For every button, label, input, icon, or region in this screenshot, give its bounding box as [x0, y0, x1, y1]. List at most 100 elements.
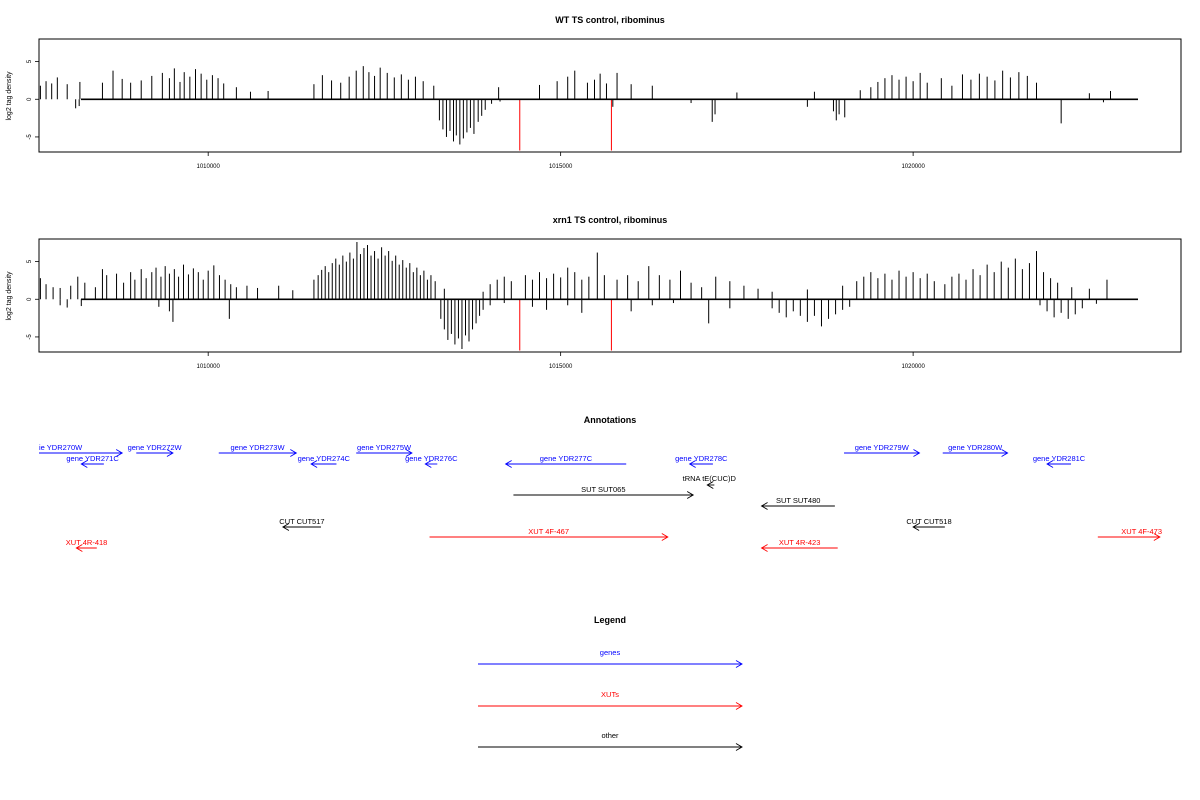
wt-track-title: WT TS control, ribominus [555, 15, 665, 25]
annotation-feature: gene YDR281C [1033, 454, 1086, 468]
annotation-feature: gene YDR272W [128, 443, 183, 457]
y-tick-label: 0 [27, 97, 33, 101]
wt-bars [39, 66, 1138, 151]
legend-label: genes [600, 648, 621, 657]
annotation-feature: XUT 4R-423 [760, 538, 838, 552]
annotation-feature: gene YDR276C [405, 454, 458, 468]
wt-y-axis-label: log2 tag density [6, 71, 13, 121]
annotation-features: ie YDR270W gene YDR271C gene YDR272W gene Y… [39, 443, 1162, 552]
wt-track-panel: WT TS control, ribominus log2 tag densit… [6, 15, 1182, 170]
annotation-feature: gene YDR278C [675, 454, 728, 468]
annotation-feature: gene YDR273W [218, 443, 298, 457]
annotation-feature-arrowhead [166, 449, 174, 457]
xrn1-y-axis-label: log2 tag density [6, 271, 13, 321]
annotation-feature-arrowhead [1001, 449, 1009, 457]
wt-axes: -5 0 5 1010000 1015000 1020000 [27, 59, 925, 170]
annotations-panel: Annotations ie YDR270W gene YDR271C gene Y… [39, 415, 1162, 552]
annotation-feature-arrowhead [1046, 460, 1054, 468]
y-tick-label: 5 [27, 259, 33, 263]
legend-label: other [601, 731, 619, 740]
annotation-label: CUT CUT518 [906, 517, 951, 526]
x-tick-label: 1015000 [549, 364, 573, 370]
annotation-label: SUT SUT480 [776, 496, 820, 505]
annotation-feature-arrowhead [310, 460, 318, 468]
annotation-label: gene YDR272W [128, 443, 183, 452]
annotation-label: SUT SUT065 [581, 485, 625, 494]
annotation-feature-arrowhead [1153, 533, 1161, 541]
annotation-label: XUT 4R-418 [66, 538, 108, 547]
annotation-feature: CUT CUT518 [906, 517, 952, 531]
legend-panel: Legend genes XUTs other [478, 615, 743, 751]
annotation-label: CUT CUT517 [279, 517, 324, 526]
annotation-feature: gene YDR277C [504, 454, 627, 468]
annotation-feature-arrowhead [282, 523, 290, 531]
legend-entries: genes XUTs other [478, 648, 743, 751]
legend-entry-arrowhead [735, 660, 743, 668]
annotation-feature: XUT 4F-473 [1097, 527, 1162, 541]
annotation-label: gene YDR277C [540, 454, 593, 463]
annotation-feature-arrowhead [661, 533, 669, 541]
annotation-label: gene YDR274C [298, 454, 351, 463]
annotation-feature-arrowhead [686, 491, 695, 499]
annotation-feature-arrowhead [912, 523, 920, 531]
xrn1-track-title: xrn1 TS control, ribominus [553, 215, 668, 225]
annotation-feature: gene YDR271C [66, 454, 119, 468]
annotation-feature-arrowhead [706, 481, 714, 489]
annotation-feature: tRNA tE(CUC)D [683, 474, 737, 489]
annotation-label: gene YDR281C [1033, 454, 1086, 463]
annotation-feature: gene YDR275W [356, 443, 413, 457]
legend-entry: other [478, 731, 743, 751]
annotation-label: XUT 4F-467 [528, 527, 569, 536]
legend-title: Legend [594, 615, 626, 625]
annotation-label: gene YDR278C [675, 454, 728, 463]
annotation-label: ie YDR270W [39, 443, 83, 452]
x-tick-label: 1020000 [901, 164, 925, 170]
annotation-feature-arrowhead [913, 449, 921, 457]
annotation-feature: gene YDR274C [298, 454, 351, 468]
annotation-feature: XUT 4R-418 [66, 538, 108, 552]
annotation-label: XUT 4F-473 [1121, 527, 1162, 536]
wt-plot-frame [38, 38, 1182, 153]
annotation-label: gene YDR271C [66, 454, 119, 463]
annotations-title: Annotations [584, 415, 637, 425]
annotation-label: gene YDR280W [948, 443, 1003, 452]
annotation-feature: XUT 4F-467 [429, 527, 669, 541]
xrn1-axes: -5 0 5 1010000 1015000 1020000 [27, 259, 925, 370]
x-tick-label: 1010000 [197, 364, 221, 370]
xrn1-bars [39, 242, 1138, 351]
x-tick-label: 1020000 [901, 364, 925, 370]
y-tick-label: 5 [27, 59, 33, 63]
annotation-feature: ie YDR270W [39, 443, 124, 457]
annotation-feature-arrowhead [760, 502, 768, 510]
xrn1-plot-frame [38, 238, 1182, 353]
annotation-label: gene YDR276C [405, 454, 458, 463]
annotation-feature-arrowhead [80, 460, 88, 468]
annotation-feature-arrowhead [290, 449, 298, 457]
annotation-feature-arrowhead [405, 449, 413, 457]
annotation-feature-arrowhead [75, 544, 83, 552]
legend-entry-arrowhead [735, 743, 743, 751]
annotation-feature-arrowhead [115, 449, 124, 457]
annotation-feature-arrowhead [760, 544, 768, 552]
annotation-label: gene YDR279W [855, 443, 910, 452]
xrn1-track-panel: xrn1 TS control, ribominus log2 tag dens… [6, 215, 1182, 370]
annotation-feature: gene YDR279W [844, 443, 921, 457]
annotation-feature: SUT SUT480 [760, 496, 835, 510]
annotation-feature-arrowhead [688, 460, 696, 468]
x-tick-label: 1010000 [197, 164, 221, 170]
y-tick-label: -5 [27, 334, 33, 340]
y-tick-label: 0 [27, 297, 33, 301]
annotation-feature-arrowhead [424, 460, 432, 468]
legend-entry-arrowhead [735, 702, 743, 710]
annotation-label: gene YDR275W [357, 443, 412, 452]
annotation-feature: CUT CUT517 [279, 517, 325, 531]
annotation-label: tRNA tE(CUC)D [683, 474, 737, 483]
legend-label: XUTs [601, 690, 619, 699]
annotation-feature: SUT SUT065 [513, 485, 695, 499]
annotation-label: XUT 4R-423 [779, 538, 821, 547]
y-tick-label: -5 [27, 134, 33, 140]
annotation-feature: gene YDR280W [942, 443, 1009, 457]
legend-entry: XUTs [478, 690, 743, 710]
annotation-feature-arrowhead [504, 460, 512, 468]
